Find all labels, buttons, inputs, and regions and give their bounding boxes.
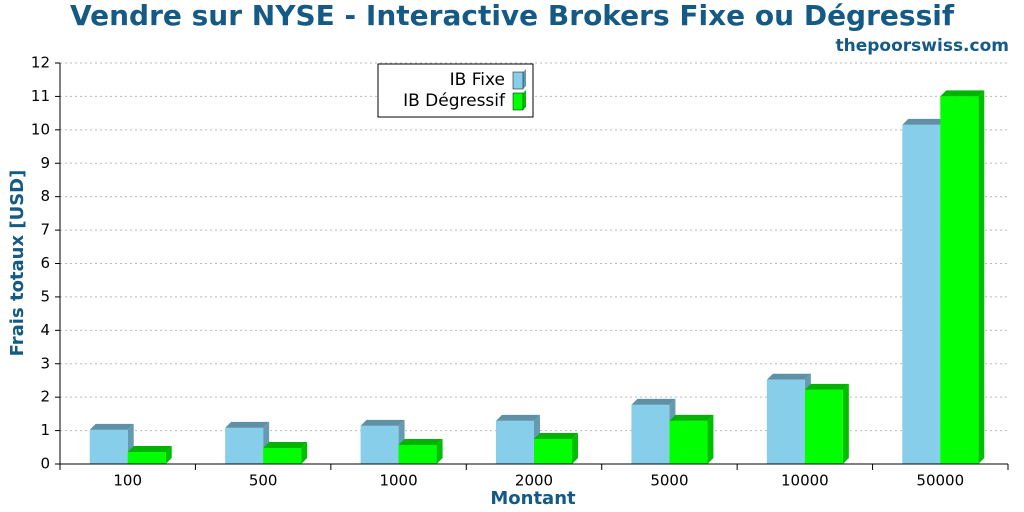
x-tick-label: 1000 — [379, 472, 417, 490]
bar-side — [842, 383, 849, 464]
y-tick-label: 4 — [40, 321, 50, 339]
bar-top — [496, 414, 540, 421]
bar-top — [902, 118, 947, 125]
legend-swatch-side — [523, 90, 526, 110]
bar — [804, 389, 843, 464]
y-tick-label: 11 — [31, 87, 50, 105]
legend-swatch — [512, 92, 524, 111]
bar — [127, 451, 166, 464]
y-tick-label: 3 — [40, 354, 50, 372]
bar-top — [669, 414, 714, 421]
bar-top — [804, 383, 849, 390]
y-tick-label: 7 — [40, 221, 50, 239]
bar-top — [766, 373, 811, 380]
y-tick-label: 8 — [40, 187, 50, 205]
bar-top — [534, 432, 578, 439]
bar — [360, 425, 399, 464]
bar — [534, 438, 572, 464]
bar-top — [89, 423, 134, 430]
bar-top — [225, 421, 270, 428]
bar — [89, 429, 128, 464]
y-tick-label: 6 — [40, 254, 50, 272]
y-tick-label: 5 — [40, 287, 50, 305]
bar-top — [360, 419, 405, 426]
y-tick-label: 12 — [31, 54, 50, 72]
bar — [398, 444, 437, 464]
bar-side — [165, 445, 172, 464]
bar — [902, 124, 941, 464]
legend-swatch — [512, 71, 524, 90]
bar-top — [631, 398, 676, 405]
x-axis-label: Montant — [490, 488, 576, 509]
bar-side — [978, 90, 985, 465]
bar — [225, 427, 264, 464]
bar — [940, 96, 979, 465]
chart-title: Vendre sur NYSE - Interactive Brokers Fi… — [70, 0, 955, 32]
bar-top — [940, 90, 985, 97]
x-tick-label: 100 — [113, 472, 142, 490]
x-tick-label: 2000 — [515, 472, 553, 490]
bar — [496, 420, 534, 464]
x-tick-label: 5000 — [650, 472, 688, 490]
legend-swatch-side — [523, 69, 526, 89]
y-tick-label: 10 — [31, 120, 50, 138]
y-tick-label: 1 — [40, 421, 50, 439]
y-tick-label: 0 — [40, 455, 50, 473]
bars — [89, 90, 985, 465]
bar-side — [436, 438, 443, 464]
bar-side — [301, 441, 308, 464]
legend-label: IB Fixe — [450, 70, 505, 90]
x-tick-label: 10000 — [781, 472, 829, 490]
bar — [766, 379, 805, 464]
bar-top — [263, 441, 308, 448]
chart-subtitle: thepoorswiss.com — [836, 36, 1010, 56]
bar-side — [707, 414, 714, 464]
bar — [263, 447, 302, 464]
legend-box — [377, 63, 534, 118]
bar-top — [127, 445, 172, 452]
y-tick-label: 9 — [40, 154, 50, 172]
y-tick-label: 2 — [40, 388, 50, 406]
x-tick-label: 500 — [249, 472, 278, 490]
bar — [631, 404, 670, 464]
grid — [60, 62, 1008, 465]
bar-side — [572, 432, 578, 464]
x-tick-label: 50000 — [916, 472, 964, 490]
y-axis-label: Frais totaux [USD] — [7, 170, 28, 357]
legend-label: IB Dégressif — [403, 91, 506, 111]
bar-top — [398, 438, 443, 445]
bar — [669, 420, 708, 464]
